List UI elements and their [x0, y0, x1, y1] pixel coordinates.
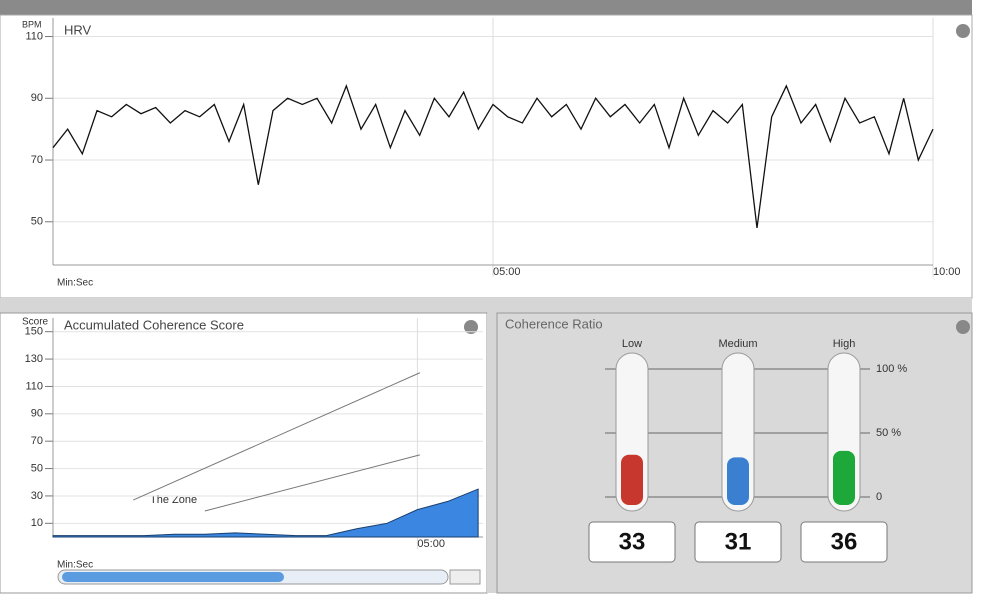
- x-tick-label: 05:00: [493, 266, 521, 278]
- y-tick-label: 50 %: [876, 427, 901, 439]
- value-box: [588, 521, 676, 563]
- y-tick-label: 130: [25, 353, 43, 365]
- divider: [487, 313, 497, 593]
- y-tick-label: 50: [31, 462, 43, 474]
- x-axis-label: Min:Sec: [57, 278, 93, 289]
- value-box: [694, 521, 782, 563]
- x-tick-label: 10:00: [933, 266, 961, 278]
- bar: [833, 450, 855, 505]
- y-tick-label: 90: [31, 408, 43, 420]
- y-tick-label: 100 %: [876, 363, 907, 375]
- y-tick-label: 110: [25, 30, 43, 42]
- value-label: 33: [619, 528, 646, 555]
- y-tick-label: 150: [25, 326, 43, 338]
- y-tick-label: 90: [31, 92, 43, 104]
- panel-menu-button[interactable]: [956, 24, 970, 38]
- panel-title: HRV: [64, 22, 92, 37]
- panel-menu-button[interactable]: [956, 320, 970, 334]
- x-axis-label: Min:Sec: [57, 560, 93, 571]
- score-panel: [0, 312, 488, 594]
- divider: [0, 298, 972, 313]
- value-label: 36: [831, 528, 858, 555]
- zone-line: [204, 454, 420, 512]
- panel-menu-button[interactable]: [464, 320, 478, 334]
- y-tick-label: 110: [25, 380, 43, 392]
- panel-title: Accumulated Coherence Score: [64, 317, 244, 332]
- y-tick-label: 70: [31, 154, 43, 166]
- y-axis-label: BPM: [22, 19, 42, 29]
- y-tick-label: 0: [876, 491, 882, 503]
- y-tick-label: 30: [31, 490, 43, 502]
- area: [52, 488, 479, 538]
- annotation: The Zone: [150, 494, 197, 506]
- category-label: High: [833, 338, 856, 350]
- top-bar: [0, 0, 972, 15]
- line: [52, 84, 934, 229]
- y-tick-label: 70: [31, 435, 43, 447]
- y-axis-label: Score: [22, 317, 49, 328]
- value-label: 31: [725, 528, 752, 555]
- bar: [727, 457, 749, 505]
- bar: [621, 454, 643, 505]
- x-tick-label: 05:00: [417, 538, 445, 550]
- scroll-buttons[interactable]: [449, 569, 481, 585]
- value-box: [800, 521, 888, 563]
- scrollbar-thumb[interactable]: [62, 572, 284, 582]
- hrv-panel: [0, 14, 973, 299]
- category-label: Medium: [718, 338, 757, 350]
- panel-title: Coherence Ratio: [505, 316, 603, 331]
- category-label: Low: [622, 338, 642, 350]
- y-tick-label: 10: [31, 517, 43, 529]
- y-tick-label: 50: [31, 216, 43, 228]
- zone-line: [132, 372, 421, 501]
